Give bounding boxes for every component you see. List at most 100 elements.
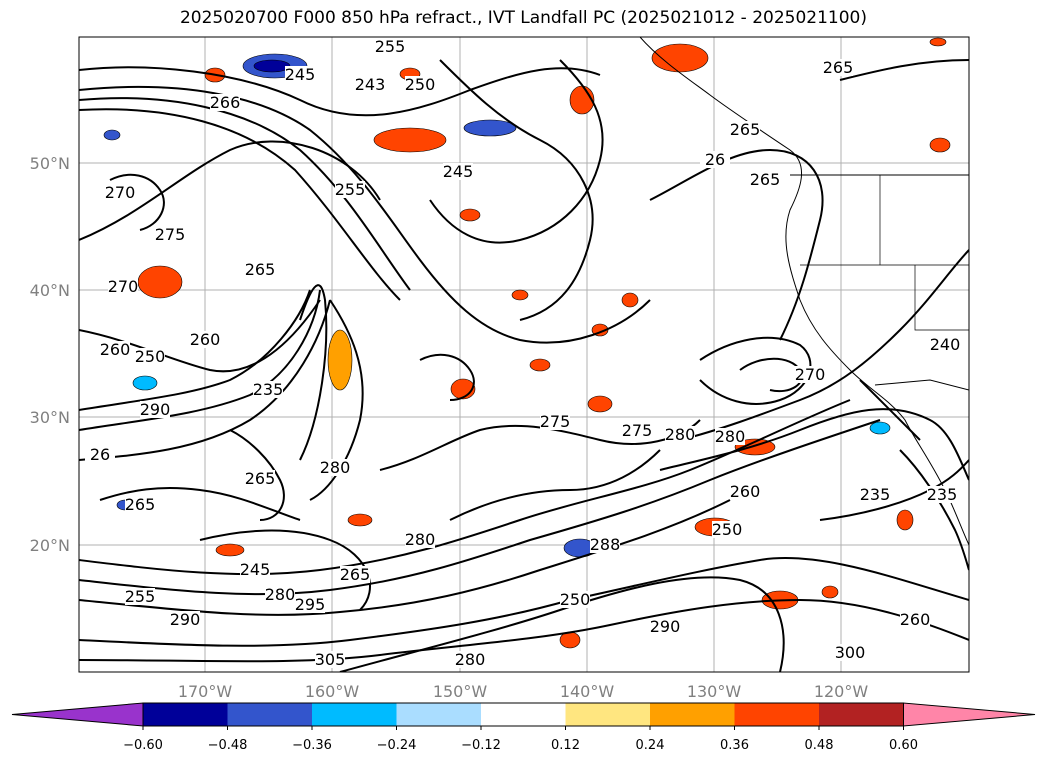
contour-label-bg xyxy=(335,181,365,198)
contour-label-bg xyxy=(253,381,283,398)
colorbar-segment xyxy=(396,703,482,726)
contour-label: 305 xyxy=(315,650,346,669)
colorbar-segment xyxy=(481,703,566,726)
border-us-mexico xyxy=(874,379,969,391)
contour-label-bg xyxy=(140,401,170,418)
contour-label-bg xyxy=(730,121,760,138)
contour-label: 250 xyxy=(560,590,591,609)
contour-label: 288 xyxy=(590,535,621,554)
contour-label: 260 xyxy=(190,330,221,349)
colorbar-tick-label: 0.12 xyxy=(551,738,580,753)
contour-label-bg xyxy=(712,521,742,538)
colorbar-extend-high xyxy=(903,702,1036,727)
contour-label-bg xyxy=(443,163,473,180)
contour-label: 26 xyxy=(705,150,725,169)
colorbar-segment xyxy=(565,703,651,726)
colorbar-tick-label: 0.24 xyxy=(636,738,665,753)
contour-label: 260 xyxy=(100,340,131,359)
contour-label-bg xyxy=(108,278,138,295)
contour-label: 270 xyxy=(108,277,139,296)
contour-label-bg xyxy=(650,618,680,635)
contour-label-bg xyxy=(210,94,240,111)
contour-label: 270 xyxy=(105,183,136,202)
contour-label-bg xyxy=(405,531,435,548)
contour-label: 265 xyxy=(125,495,156,514)
contour-label-bg xyxy=(665,426,695,443)
state-borders xyxy=(800,175,969,331)
contour-label-bg xyxy=(715,428,745,445)
lat-label-50n: 50°N xyxy=(30,154,70,173)
contour-label: 255 xyxy=(125,587,156,606)
colorbar-tick-label: −0.60 xyxy=(123,738,163,753)
contour-label: 260 xyxy=(900,610,931,629)
contour-label: 265 xyxy=(340,565,371,584)
contour-label: 265 xyxy=(245,260,276,279)
contour-label: 26 xyxy=(90,445,110,464)
colorbar-tick-label: −0.12 xyxy=(461,738,501,753)
colorbar-tick-label: −0.48 xyxy=(208,738,248,753)
contour-label-bg xyxy=(265,586,295,603)
contour-label: 250 xyxy=(405,75,436,94)
contour-label: 235 xyxy=(253,380,284,399)
contour-label-bg xyxy=(540,413,570,430)
refractivity-contours xyxy=(79,59,969,672)
contour-label: 280 xyxy=(405,530,436,549)
contour-label-bg xyxy=(85,446,115,463)
contour-label: 235 xyxy=(927,485,958,504)
contour-label-bg xyxy=(240,561,270,578)
contour-label-bg xyxy=(795,366,825,383)
contour-label-bg xyxy=(622,422,652,439)
colorbar xyxy=(11,702,1036,727)
contour-label: 300 xyxy=(835,643,866,662)
lon-label-160w: 160°W xyxy=(305,682,360,701)
lon-label-120w: 120°W xyxy=(814,682,869,701)
contour-label: 266 xyxy=(210,93,241,112)
colorbar-tick-label: −0.24 xyxy=(377,738,417,753)
contour-label-bg xyxy=(295,596,325,613)
contour-label: 295 xyxy=(295,595,326,614)
contour-label-bg xyxy=(730,483,760,500)
contour-label-bg xyxy=(190,331,220,348)
contour-label-bg xyxy=(455,651,485,668)
contour-label-bg xyxy=(245,261,275,278)
colorbar-segment xyxy=(227,703,313,726)
map-title: 2025020700 F000 850 hPa refract., IVT La… xyxy=(179,8,867,28)
contour-label: 290 xyxy=(650,617,681,636)
contour-label-bg xyxy=(340,566,370,583)
colorbar-tick-label: 0.48 xyxy=(805,738,834,753)
colorbar-ticks: −0.60 −0.48 −0.36 −0.24 −0.12 0.12 0.24 0.36 0.4… xyxy=(123,726,918,753)
contour-label-bg xyxy=(105,184,135,201)
colorbar-tick-label: −0.36 xyxy=(292,738,332,753)
lat-label-40n: 40°N xyxy=(30,281,70,300)
contour-label: 245 xyxy=(285,65,316,84)
contour-label-bg xyxy=(750,171,780,188)
contour-label: 280 xyxy=(320,458,351,477)
contour-label: 265 xyxy=(823,58,854,77)
contour-label-bg xyxy=(835,644,865,661)
contour-label: 265 xyxy=(750,170,781,189)
contour-labels: 255 245 243 250 265 265 266 245 255 26 265 270 275 27… xyxy=(85,37,960,669)
contour-label-bg xyxy=(245,470,275,487)
contour-label: 255 xyxy=(335,180,366,199)
contour-label-bg xyxy=(900,611,930,628)
contour-label: 290 xyxy=(170,610,201,629)
colorbar-segment xyxy=(312,703,397,726)
contour-label: 243 xyxy=(355,75,386,94)
shading-patches xyxy=(103,37,951,649)
contour-label: 290 xyxy=(140,400,171,419)
contour-label-bg xyxy=(125,588,155,605)
lat-label-20n: 20°N xyxy=(30,536,70,555)
map-frame xyxy=(78,36,970,673)
contour-label-bg xyxy=(590,536,620,553)
contour-label: 280 xyxy=(665,425,696,444)
colorbar-segment xyxy=(734,703,820,726)
contour-label: 255 xyxy=(375,37,406,56)
lon-label-140w: 140°W xyxy=(560,682,615,701)
contour-label: 275 xyxy=(155,225,186,244)
contour-label-bg xyxy=(930,336,960,353)
contour-label-bg xyxy=(823,59,853,76)
contour-label: 280 xyxy=(265,585,296,604)
contour-label-bg xyxy=(100,341,130,358)
contour-label-bg xyxy=(125,496,155,513)
contour-label: 245 xyxy=(240,560,271,579)
